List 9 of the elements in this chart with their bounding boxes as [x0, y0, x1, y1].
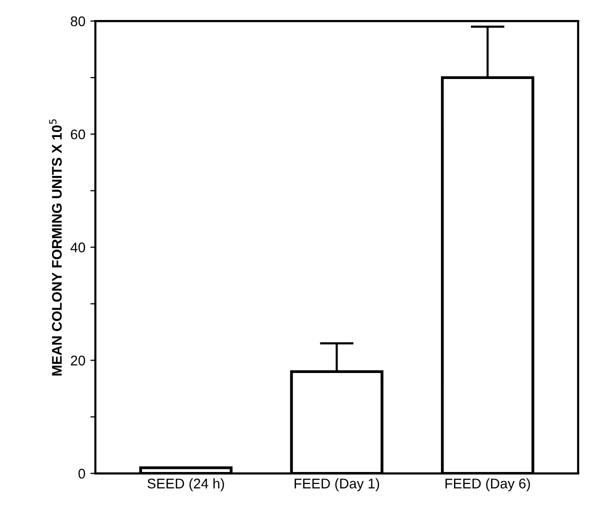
- y-tick-label: 40: [70, 242, 86, 252]
- x-tick-label: FEED (Day 6): [446, 478, 530, 492]
- y-tick-label: 80: [70, 16, 86, 26]
- y-tick-label: 0: [78, 468, 86, 479]
- y-axis-title: MEAN COLONY FORMING UNITS X 10$^{5}$: [49, 119, 62, 376]
- x-tick-label: FEED (Day 1): [294, 478, 380, 492]
- y-tick-label: 20: [70, 356, 86, 366]
- y-tick-label: 60: [70, 129, 86, 140]
- x-tick-label: SEED (24 h): [148, 478, 224, 492]
